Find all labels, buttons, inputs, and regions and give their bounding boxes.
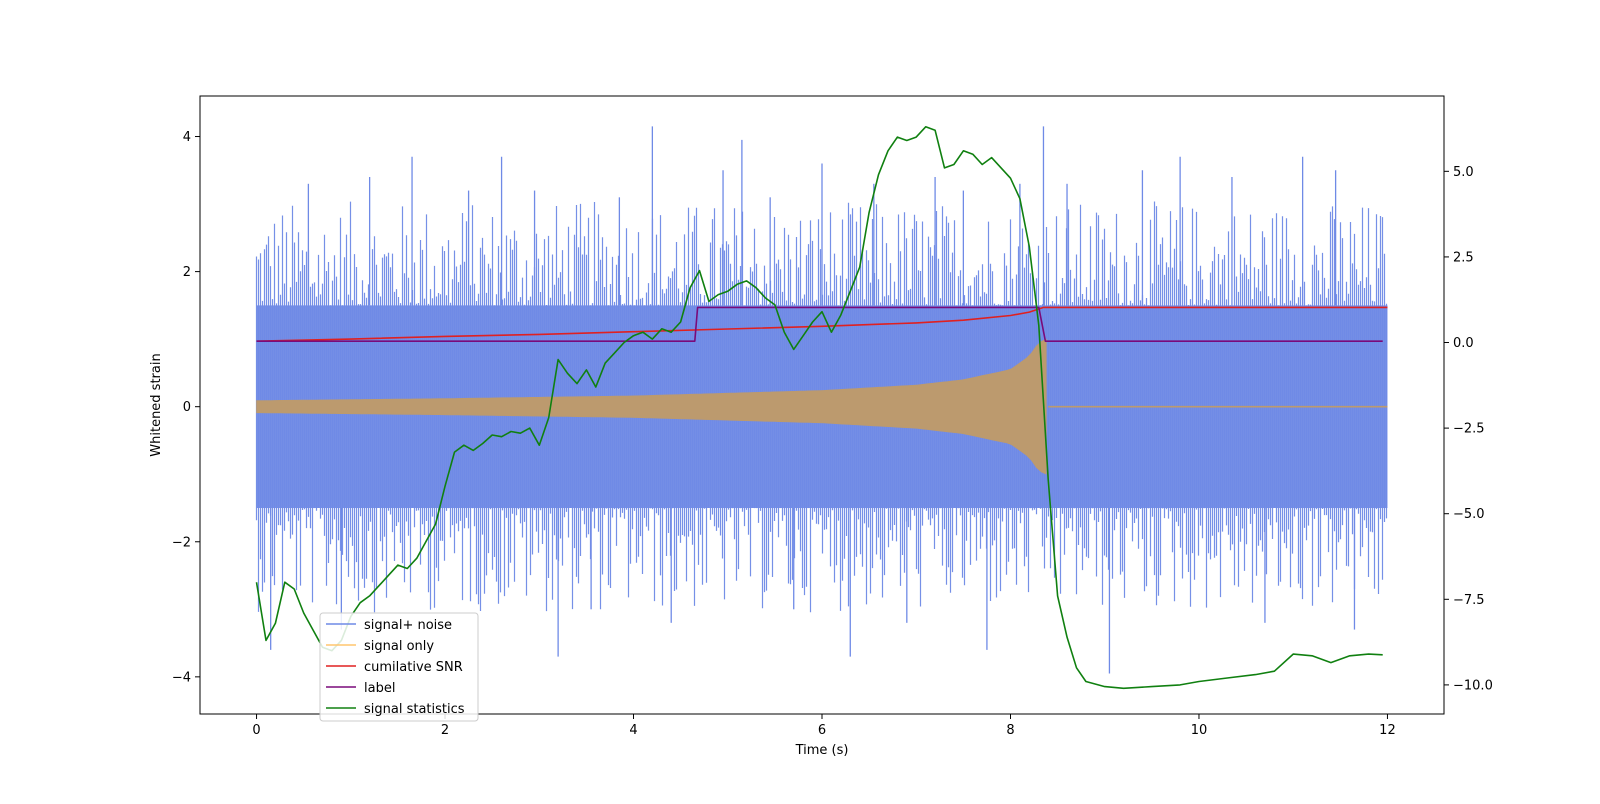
y2-tick-label: 0.0 (1453, 336, 1474, 351)
x-tick-label: 2 (441, 723, 449, 738)
y2-tick-label: 2.5 (1453, 250, 1474, 265)
signal-only-envelope (256, 338, 1047, 475)
x-axis: 0 2 4 6 8 10 12 (252, 714, 1396, 738)
y2-tick-label: −10.0 (1453, 678, 1493, 693)
y2-tick-label: −5.0 (1453, 507, 1485, 522)
label-line (256, 306, 1383, 343)
y-axis-label: Whitened strain (149, 353, 164, 456)
signal-statistics-line (255, 126, 1383, 690)
legend-entry-signal-statistics: signal statistics (364, 702, 465, 717)
series-label (256, 306, 1383, 343)
y-tick-label: −4 (172, 670, 191, 685)
y-tick-label: −2 (172, 535, 191, 550)
x-tick-label: 0 (252, 723, 260, 738)
x-tick-label: 4 (629, 723, 637, 738)
y-tick-label: 2 (183, 265, 191, 280)
series-signal-statistics (255, 126, 1383, 690)
y2-tick-label: −7.5 (1453, 593, 1485, 608)
legend-entry-signal-only: signal only (364, 639, 434, 654)
series-cumilative-snr (256, 306, 1388, 342)
x-tick-label: 8 (1006, 723, 1014, 738)
series-signal-only (256, 338, 1388, 475)
plot-area (255, 126, 1388, 690)
y-tick-label: 0 (183, 400, 191, 415)
legend-entry-cumilative-snr: cumilative SNR (364, 660, 463, 675)
y2-tick-label: −2.5 (1453, 422, 1485, 437)
legend-box (319, 612, 479, 722)
y2-tick-label: 5.0 (1453, 165, 1474, 180)
y-axis-right: 5.0 2.5 0.0 −2.5 −5.0 −7.5 −10.0 (1444, 165, 1493, 693)
x-tick-label: 12 (1379, 723, 1396, 738)
y-tick-label: 4 (183, 130, 191, 145)
legend: signal+ noise signal only cumilative SNR… (319, 612, 479, 722)
legend-entry-label: label (364, 681, 395, 696)
legend-entry-signal-noise: signal+ noise (364, 618, 452, 633)
x-axis-label: Time (s) (795, 743, 849, 758)
x-tick-label: 6 (818, 723, 826, 738)
y-axis-left: 4 2 0 −2 −4 (172, 130, 200, 685)
cumilative-snr-line (256, 306, 1388, 342)
x-tick-label: 10 (1191, 723, 1208, 738)
